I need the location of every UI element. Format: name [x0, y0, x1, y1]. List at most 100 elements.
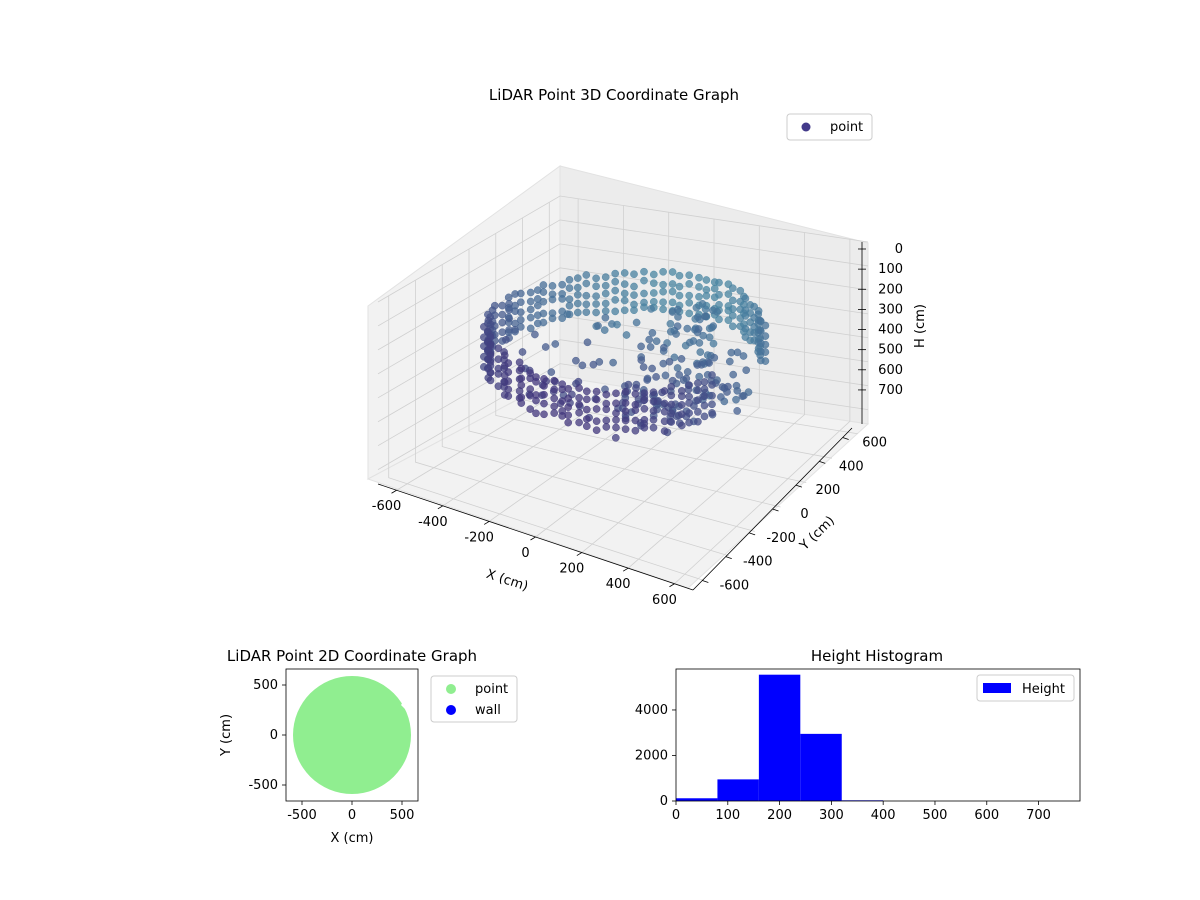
point-3d [612, 433, 620, 442]
point-3d [534, 295, 542, 303]
point-3d [540, 410, 548, 419]
point-3d [575, 400, 583, 409]
point-3d [736, 286, 745, 295]
point-3d [660, 399, 669, 408]
point-3d [575, 408, 583, 417]
x-axis-label: X (cm) [484, 567, 530, 595]
point-3d [685, 271, 694, 280]
point-3d [582, 308, 591, 317]
point-3d [685, 298, 694, 307]
point-3d [668, 298, 677, 307]
z-tick-label: 100 [878, 262, 903, 277]
legend-3d-label-point: point [830, 120, 863, 135]
x-tick-label-2d: -500 [287, 808, 317, 823]
plot-2d-title: LiDAR Point 2D Coordinate Graph [227, 647, 477, 665]
point-3d [630, 306, 638, 315]
point-3d [675, 291, 684, 300]
y-tick-label: -600 [720, 578, 750, 593]
point-3d [547, 368, 556, 376]
point-3d [761, 348, 770, 356]
point-3d [650, 270, 658, 279]
y-tick-label: -200 [766, 531, 796, 546]
point-3d [685, 418, 693, 427]
point-3d [739, 352, 748, 360]
point-3d [678, 392, 686, 401]
point-3d [631, 416, 640, 425]
point-3d [550, 394, 559, 403]
hist-x-tick-label: 700 [1026, 808, 1051, 823]
point-3d [532, 377, 540, 386]
x-tick-mark [483, 521, 490, 525]
point-3d [526, 324, 535, 333]
point-3d [693, 361, 702, 369]
point-3d [685, 280, 694, 288]
point-3d [592, 282, 600, 291]
point-3d [611, 296, 620, 304]
point-3d [582, 279, 591, 288]
point-3d [659, 287, 667, 296]
point-3d [729, 311, 737, 320]
hist-x-tick-label: 0 [672, 808, 680, 823]
y-tick-label: 0 [800, 507, 808, 522]
legend-histogram-frame [976, 674, 1075, 702]
point-3d [592, 417, 601, 426]
x-tick-mark [622, 567, 629, 572]
point-3d [534, 319, 542, 328]
point-3d [715, 278, 723, 287]
point-3d [504, 377, 513, 386]
point-3d [572, 356, 580, 365]
hist-y-tick-label: 4000 [635, 703, 668, 718]
point-3d [624, 380, 633, 389]
y-tick-label: -400 [743, 555, 773, 570]
point-3d [540, 382, 548, 390]
point-3d [532, 409, 540, 418]
point-3d [541, 343, 550, 351]
point-3d [685, 291, 694, 300]
point-3d [517, 364, 526, 373]
point-3d [637, 356, 646, 364]
point-3d [686, 338, 694, 347]
point-3d [592, 292, 600, 301]
point-3d [729, 284, 737, 293]
point-3d [648, 329, 657, 337]
point-3d [630, 291, 638, 299]
point-2d-cloud [293, 676, 411, 794]
point-3d [717, 393, 725, 401]
histogram-frame [675, 668, 1081, 802]
point-3d [601, 307, 610, 315]
point-3d [645, 335, 654, 344]
point-3d [582, 271, 591, 279]
point-3d [558, 295, 567, 303]
point-3d [674, 313, 682, 321]
point-3d [761, 332, 770, 340]
point-3d [540, 399, 548, 408]
point-3d [502, 335, 510, 344]
point-3d [504, 385, 513, 394]
point-3d [574, 308, 582, 317]
point-3d [505, 306, 513, 314]
x-tick-mark [391, 489, 397, 494]
legend-histogram-label: Height [1022, 682, 1065, 697]
z-tick-label: 400 [878, 323, 903, 338]
point-3d [640, 267, 648, 276]
point-3d [574, 274, 582, 282]
plot-histogram: Height Histogram 0 100 200 300 400 500 600 7000… [635, 647, 1081, 823]
point-3d [665, 357, 674, 366]
point-3d [660, 417, 669, 426]
point-3d [700, 392, 709, 400]
point-3d [650, 279, 658, 288]
point-3d [695, 292, 703, 301]
point-3d [631, 390, 640, 398]
point-3d [694, 386, 702, 395]
point-3d [526, 288, 535, 297]
point-3d [630, 282, 638, 291]
point-2d-gap [401, 685, 418, 713]
z-tick-label: 700 [878, 383, 903, 398]
x-tick-label: 400 [606, 577, 631, 592]
point-3d [700, 401, 709, 410]
point-3d [600, 326, 609, 334]
point-3d [660, 427, 669, 435]
point-3d [667, 418, 676, 426]
point-3d [548, 314, 557, 323]
point-3d [517, 298, 525, 307]
